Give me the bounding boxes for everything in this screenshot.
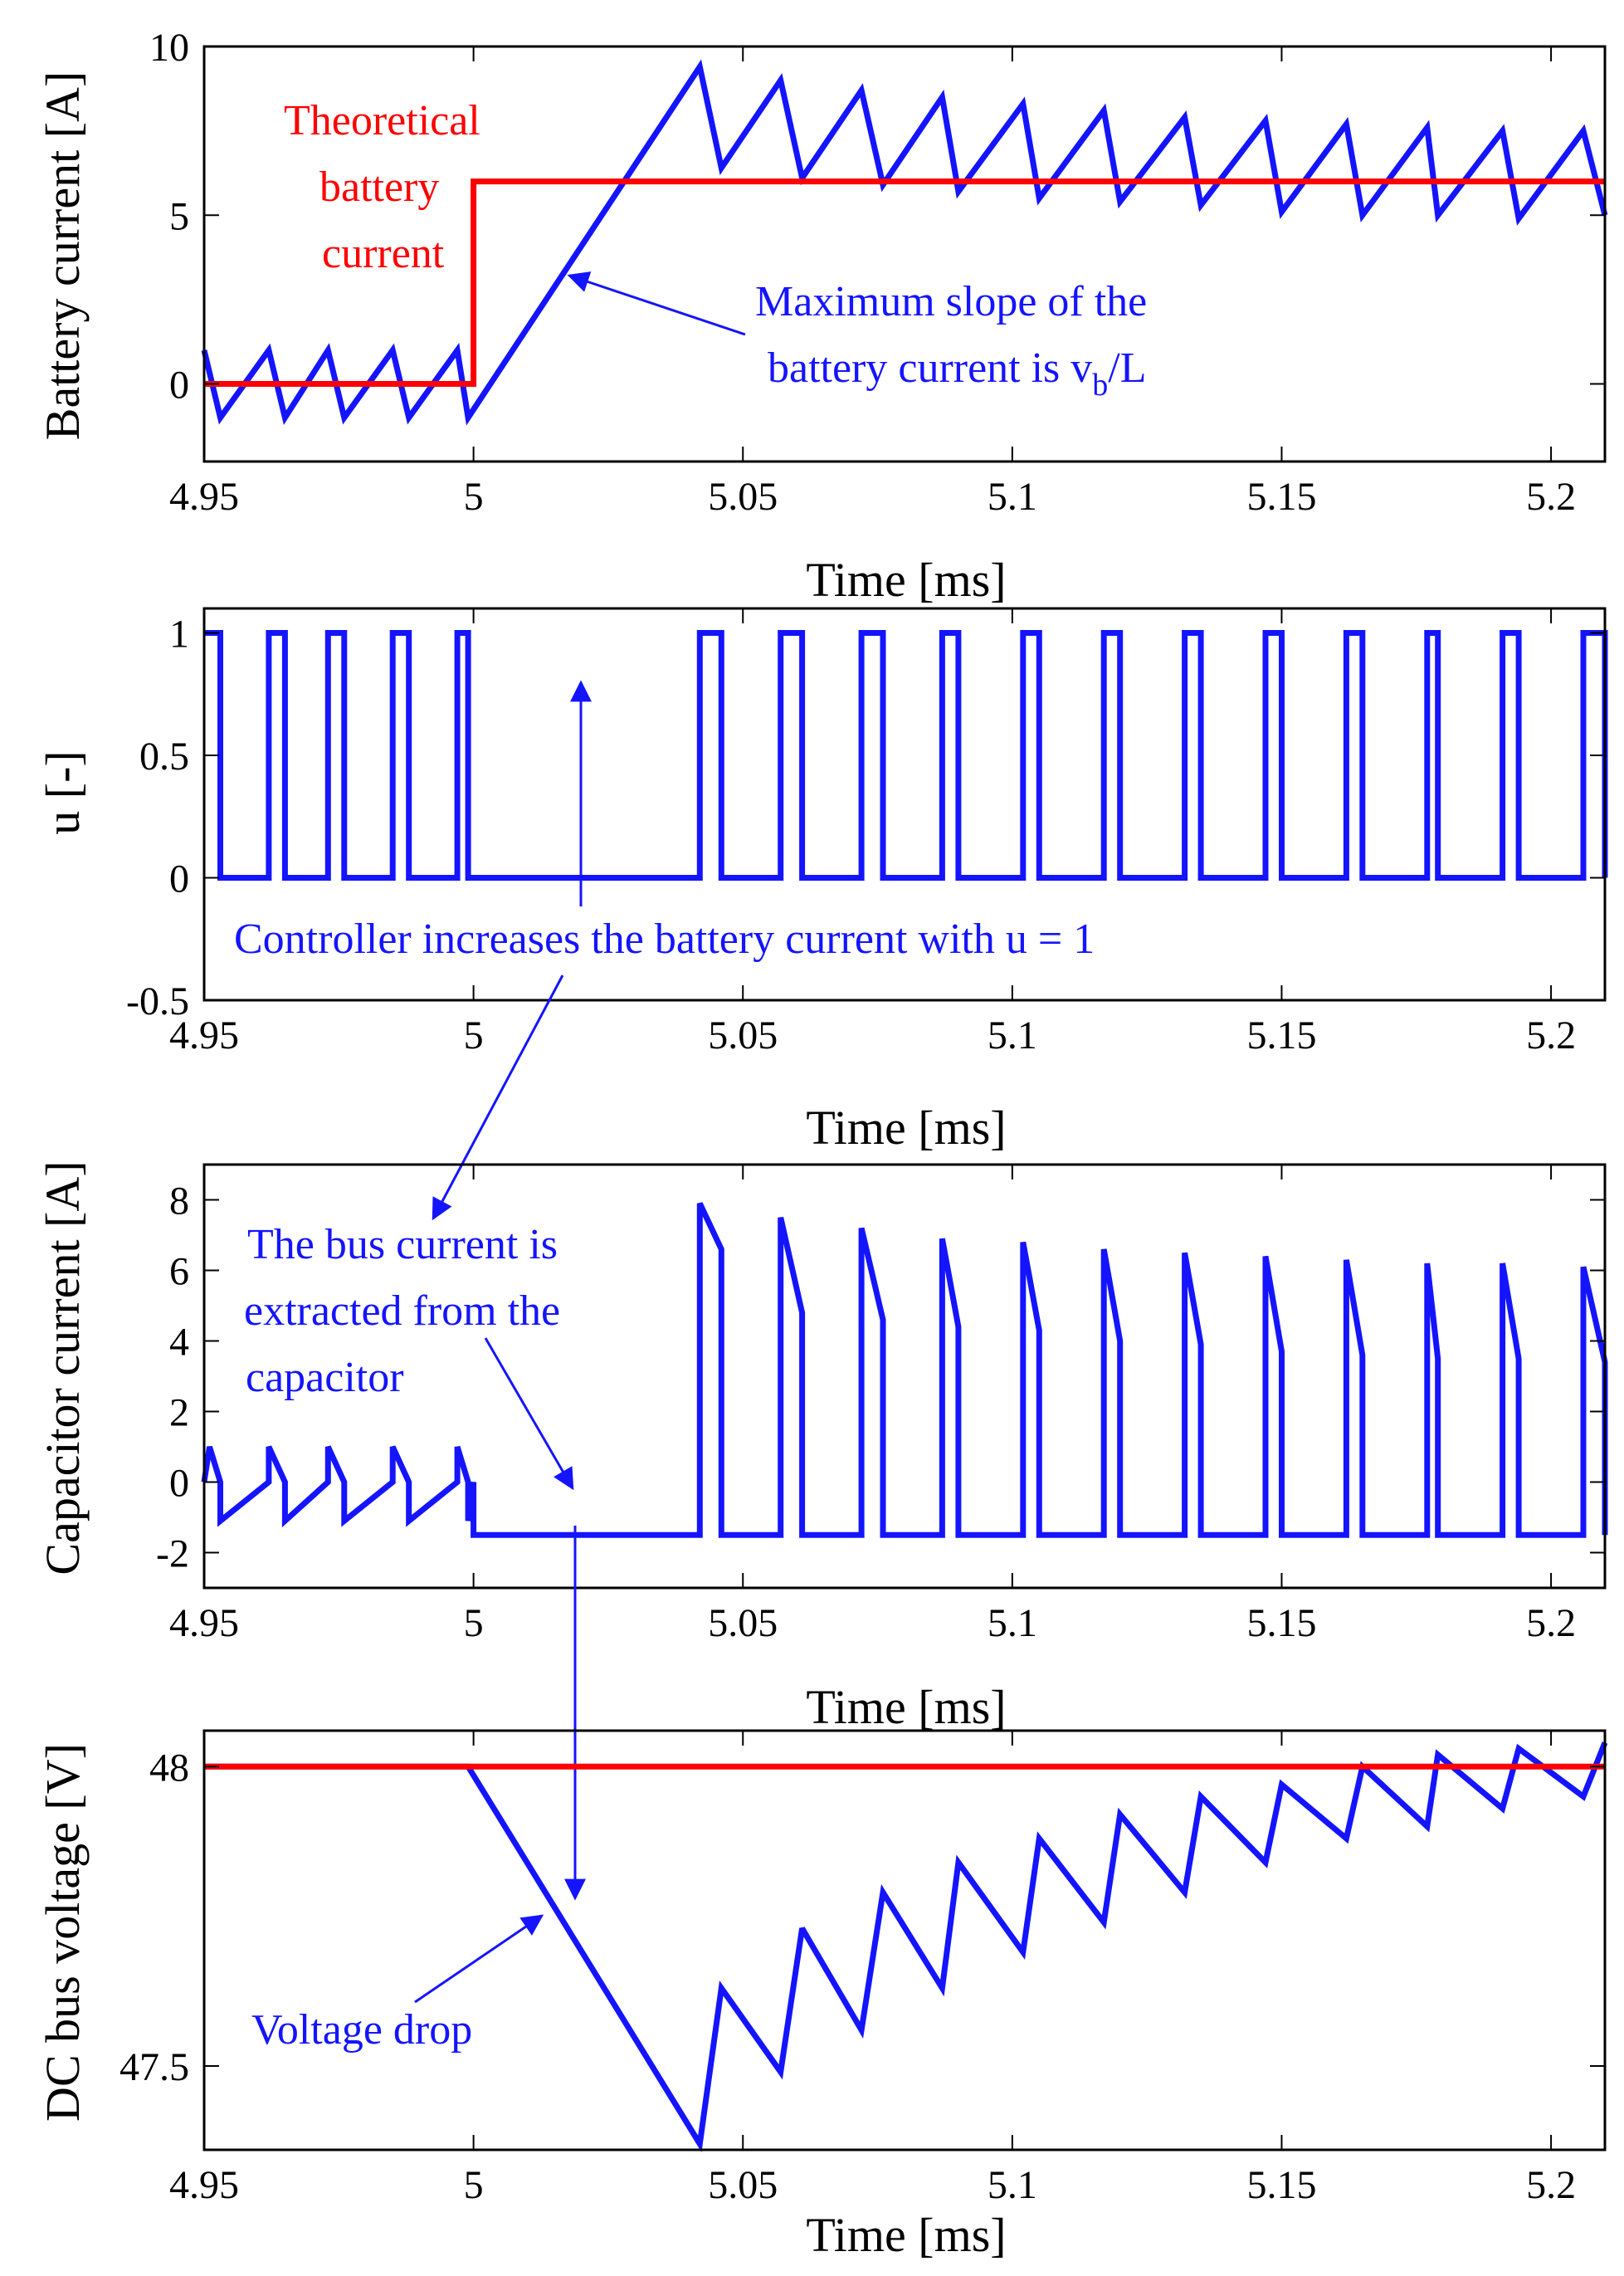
- series-line-0: [201, 1202, 1608, 1538]
- theoretical-annotation-line-3: current: [322, 230, 445, 277]
- x-tick-label: 5.05: [708, 1601, 778, 1645]
- theoretical-annotation-line-2: battery: [319, 164, 439, 211]
- y-tick-label: 0.5: [139, 735, 189, 779]
- dc-bus-voltage-panel: 4.95 5 5.05 5.1 5.15 5.2 47.5 48 DC bus voltage…: [36, 1729, 1608, 2262]
- y-tick-label: 6: [169, 1250, 189, 1294]
- drop-annotation: Voltage drop: [251, 2006, 472, 2054]
- x-tick-label: 4.95: [169, 1013, 239, 1057]
- x-tick-label: 5.1: [988, 475, 1037, 519]
- series-line-0: [204, 630, 1608, 881]
- x-tick-label: 5.15: [1246, 2163, 1316, 2207]
- slope-subscript: b: [1092, 368, 1108, 403]
- bus-annotation-line-1: The bus current is: [247, 1221, 558, 1268]
- series-line-0: [204, 1741, 1608, 2152]
- y-axis-label: DC bus voltage [V]: [36, 1743, 90, 2122]
- y-tick-label: 1: [169, 613, 189, 657]
- x-tick-label: 5.05: [708, 475, 778, 519]
- x-tick-label: 5.2: [1526, 2163, 1576, 2207]
- x-axis-label: Time [ms]: [806, 553, 1006, 607]
- y-tick-label: 4: [169, 1321, 189, 1365]
- x-tick-label: 5.1: [988, 1601, 1037, 1645]
- x-tick-label: 5: [464, 475, 484, 519]
- y-tick-label: -0.5: [126, 979, 189, 1023]
- x-tick-label: 5.2: [1526, 1013, 1576, 1057]
- y-tick-label: 10: [149, 26, 189, 70]
- slope-annotation-line-1: Maximum slope of the: [755, 278, 1147, 325]
- x-axis-label: Time [ms]: [806, 1101, 1006, 1155]
- x-tick-label: 5.05: [708, 2163, 778, 2207]
- slope-annotation-line-2: battery current is vb/L: [768, 344, 1147, 403]
- y-tick-label: 2: [169, 1391, 189, 1435]
- drop-arrow: [414, 1914, 544, 2004]
- x-tick-label: 5: [464, 1013, 484, 1057]
- y-tick-label: 8: [169, 1180, 189, 1223]
- x-tick-label: 5: [464, 2163, 484, 2207]
- plot-frame: [202, 1163, 1607, 1590]
- x-tick-label: 5.1: [988, 2163, 1037, 2207]
- plot-frame: [202, 607, 1607, 1002]
- bus-annotation-line-3: capacitor: [246, 1354, 404, 1401]
- x-tick-label: 5.2: [1526, 1601, 1576, 1645]
- controller-arrow-down: [432, 974, 564, 1221]
- plot-frame: [202, 45, 1607, 463]
- x-tick-label: 5.1: [988, 1013, 1037, 1057]
- y-axis-label: Battery current [A]: [36, 71, 90, 440]
- y-tick-label: 48: [149, 1746, 189, 1790]
- x-tick-label: 5.05: [708, 1013, 778, 1057]
- slope-arrow: [567, 271, 746, 336]
- x-tick-label: 4.95: [169, 2163, 239, 2207]
- battery-current-panel: 4.95 5 5.05 5.1 5.15 5.2 0 5 10 Battery current …: [36, 26, 1608, 607]
- y-tick-label: 47.5: [119, 2045, 189, 2089]
- y-axis-label: Capacitor current [A]: [36, 1160, 90, 1575]
- theoretical-annotation-line-1: Theoretical: [284, 97, 480, 144]
- controller-annotation: Controller increases the battery current…: [234, 916, 1095, 963]
- bus-annotation-line-2: extracted from the: [244, 1287, 560, 1335]
- y-tick-label: 0: [169, 1462, 189, 1506]
- x-tick-label: 5: [464, 1601, 484, 1645]
- x-tick-label: 5.15: [1246, 1601, 1316, 1645]
- x-tick-label: 4.95: [169, 1601, 239, 1645]
- x-axis-label: Time [ms]: [806, 1680, 1006, 1734]
- slope-suffix: /L: [1108, 344, 1146, 392]
- switching-signal-panel: 4.95 5 5.05 5.1 5.15 5.2 -0.5 0 0.5 1 u [-] Time …: [36, 607, 1608, 1221]
- x-tick-label: 4.95: [169, 475, 239, 519]
- x-tick-label: 5.15: [1246, 1013, 1316, 1057]
- y-tick-label: -2: [156, 1532, 189, 1576]
- x-axis-label: Time [ms]: [806, 2208, 1006, 2262]
- x-tick-label: 5.15: [1246, 475, 1316, 519]
- x-tick-label: 5.2: [1526, 475, 1576, 519]
- y-tick-label: 5: [169, 194, 189, 238]
- y-tick-label: 0: [169, 857, 189, 901]
- series-line-1: [204, 178, 1605, 387]
- bus-arrow: [484, 1337, 574, 1491]
- plot-frame: [202, 1729, 1607, 2151]
- capacitor-current-panel: 4.95 5 5.05 5.1 5.15 5.2 -2 0 2 4 6 8 Capacitor cur…: [36, 1160, 1608, 1901]
- y-tick-label: 0: [169, 364, 189, 408]
- y-axis-label: u [-]: [36, 750, 90, 834]
